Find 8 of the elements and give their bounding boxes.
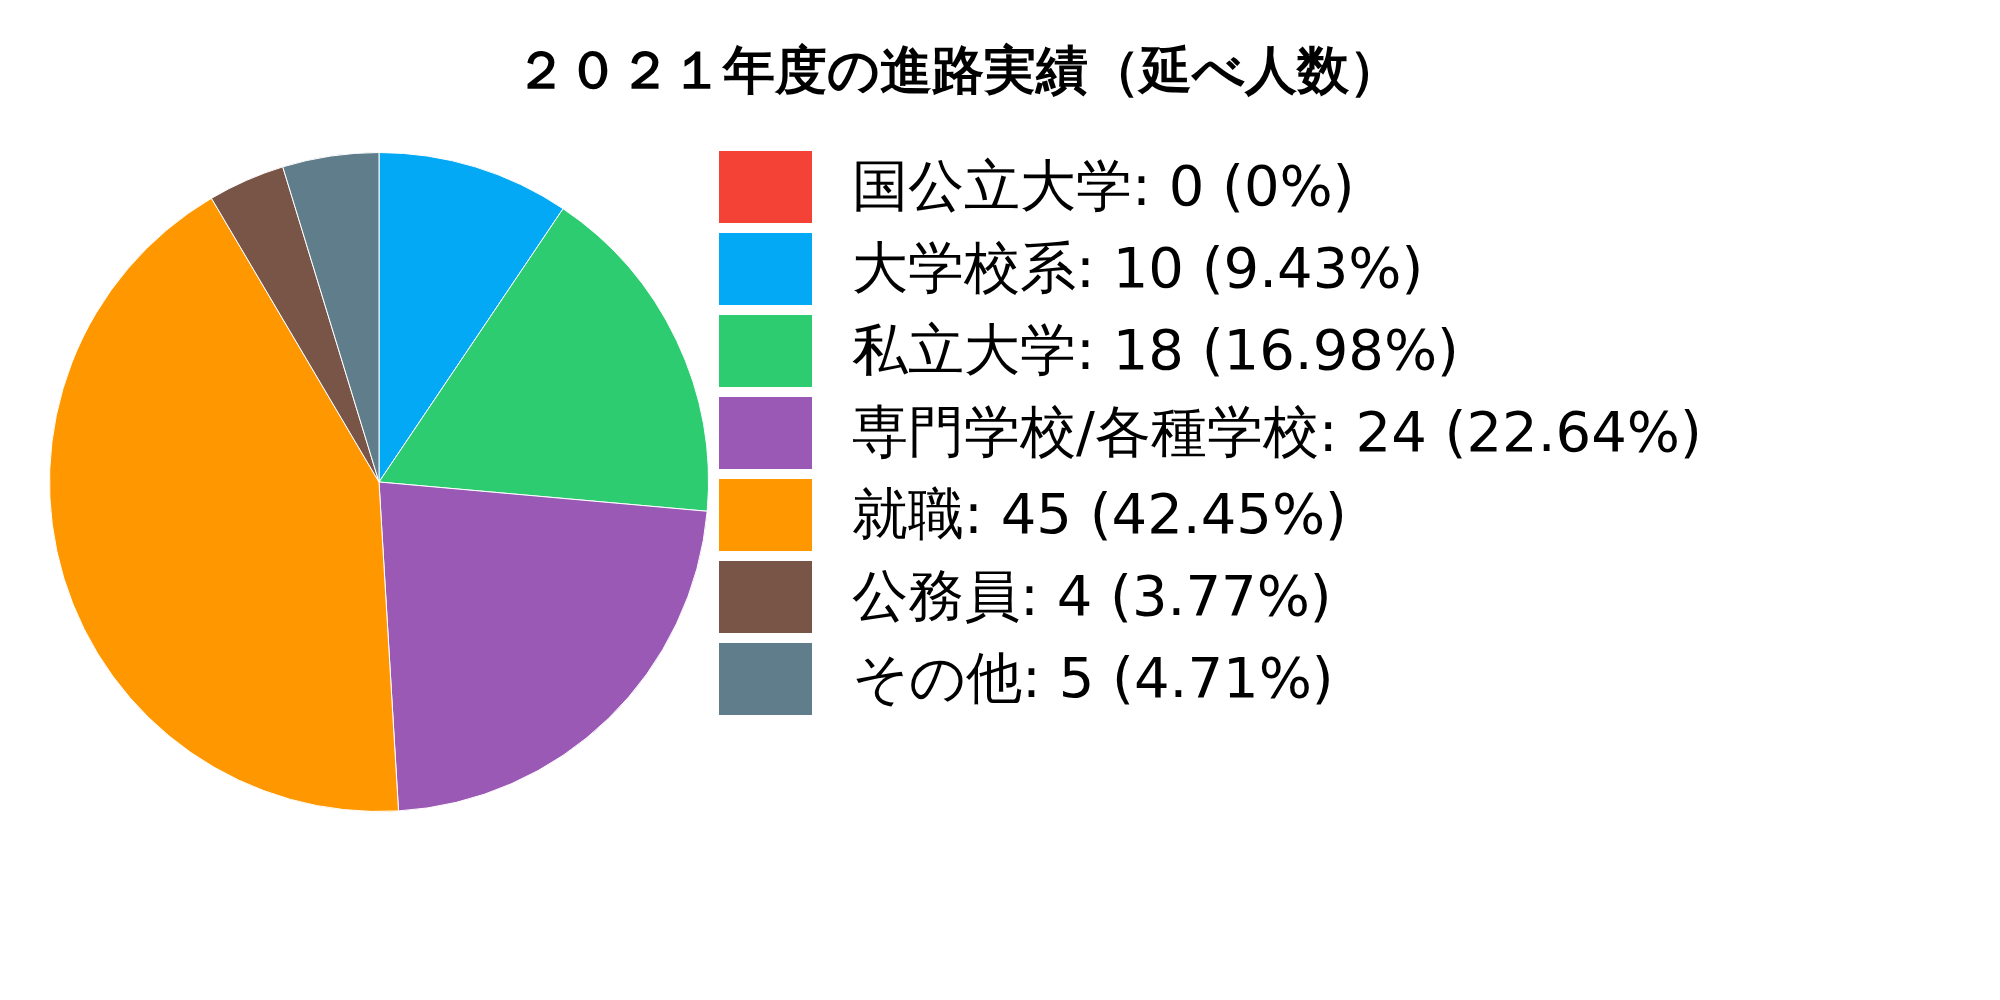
legend-label: 私立大学: 18 (16.98%): [852, 316, 1459, 384]
legend-label: 専門学校/各種学校: 24 (22.64%): [852, 398, 1702, 466]
legend-label: 就職: 45 (42.45%): [852, 480, 1347, 548]
legend-label: 国公立大学: 0 (0%): [852, 152, 1355, 220]
legend-label: 公務員: 4 (3.77%): [852, 562, 1332, 630]
legend-label: 大学校系: 10 (9.43%): [852, 234, 1424, 302]
legend-label: その他: 5 (4.71%): [852, 644, 1334, 712]
chart-title: ２０２１年度の進路実績（延べ人数）: [514, 39, 1402, 102]
